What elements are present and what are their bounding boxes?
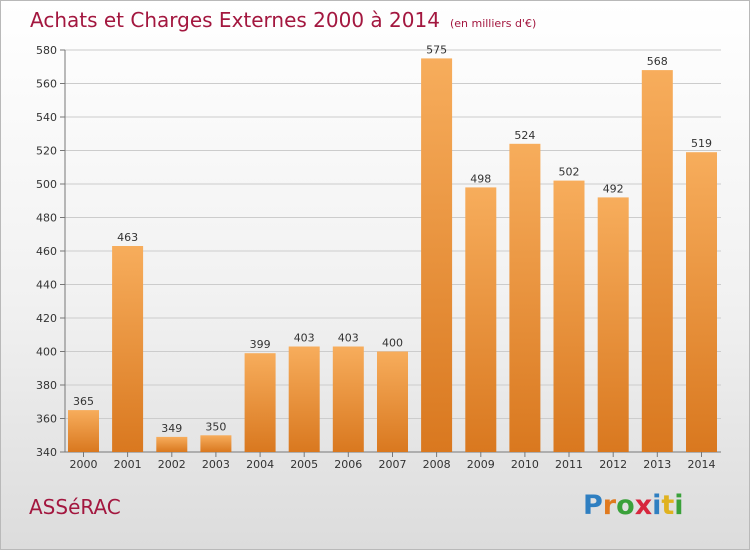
bar xyxy=(421,58,453,453)
chart-title-text: Achats et Charges Externes 2000 à 2014 xyxy=(30,8,440,32)
logo-letter: o xyxy=(616,490,635,521)
x-tick-label: 2011 xyxy=(555,458,583,471)
y-tick-label: 480 xyxy=(36,212,57,225)
proxiti-logo: Proxiti xyxy=(583,490,684,521)
data-label: 399 xyxy=(250,338,271,351)
data-label: 575 xyxy=(426,43,447,56)
y-tick-label: 460 xyxy=(36,245,57,258)
x-tick-label: 2009 xyxy=(467,458,495,471)
data-label: 403 xyxy=(294,332,315,345)
bar xyxy=(200,435,232,453)
data-label: 568 xyxy=(647,55,668,68)
x-tick-label: 2012 xyxy=(599,458,627,471)
bar xyxy=(641,70,673,452)
x-tick-label: 2003 xyxy=(202,458,230,471)
chart-unit: (en milliers d'€) xyxy=(449,17,537,30)
bar xyxy=(377,351,408,452)
data-label: 365 xyxy=(73,395,94,408)
x-tick-label: 2006 xyxy=(334,458,362,471)
bar xyxy=(288,346,320,452)
bar xyxy=(597,197,629,452)
data-label: 349 xyxy=(161,422,182,435)
y-tick-label: 380 xyxy=(36,379,57,392)
y-tick-label: 400 xyxy=(36,346,57,359)
y-tick-label: 520 xyxy=(36,145,57,158)
y-tick-label: 560 xyxy=(36,78,57,91)
y-tick-label: 340 xyxy=(36,446,57,459)
bar xyxy=(686,152,717,452)
x-tick-label: 2008 xyxy=(423,458,451,471)
data-label: 502 xyxy=(559,166,580,179)
bar xyxy=(68,410,99,452)
logo-letter: i xyxy=(674,490,684,521)
data-label: 492 xyxy=(603,182,624,195)
logo-letter: i xyxy=(652,490,662,521)
logo-letter: r xyxy=(602,490,617,521)
x-tick-label: 2014 xyxy=(688,458,716,471)
data-label: 400 xyxy=(382,337,403,350)
y-tick-label: 580 xyxy=(36,44,57,57)
x-tick-label: 2001 xyxy=(114,458,142,471)
y-tick-label: 500 xyxy=(36,178,57,191)
data-label: 463 xyxy=(117,231,138,244)
y-tick-label: 540 xyxy=(36,111,57,124)
bar xyxy=(112,246,144,452)
y-tick-label: 440 xyxy=(36,279,57,292)
chart-title: Achats et Charges Externes 2000 à 2014 (e… xyxy=(30,8,536,32)
bar xyxy=(509,143,541,453)
x-tick-label: 2002 xyxy=(158,458,186,471)
logo-letter: t xyxy=(661,490,675,521)
data-label: 350 xyxy=(205,420,226,433)
commune-name: ASSéRAC xyxy=(29,495,121,519)
logo-letter: P xyxy=(583,490,603,521)
x-tick-label: 2004 xyxy=(246,458,274,471)
bar xyxy=(465,187,497,452)
data-label: 403 xyxy=(338,332,359,345)
y-tick-label: 360 xyxy=(36,413,57,426)
data-label: 519 xyxy=(691,137,712,150)
x-tick-label: 2013 xyxy=(643,458,671,471)
x-tick-label: 2005 xyxy=(290,458,318,471)
bar xyxy=(156,436,188,452)
bar xyxy=(332,346,364,452)
x-tick-label: 2007 xyxy=(379,458,407,471)
x-tick-label: 2000 xyxy=(70,458,98,471)
data-label: 498 xyxy=(470,172,491,185)
x-tick-label: 2010 xyxy=(511,458,539,471)
data-label: 524 xyxy=(514,129,535,142)
bar xyxy=(244,353,276,452)
bar xyxy=(553,180,585,452)
y-tick-label: 420 xyxy=(36,312,57,325)
logo-letter: x xyxy=(634,490,653,521)
